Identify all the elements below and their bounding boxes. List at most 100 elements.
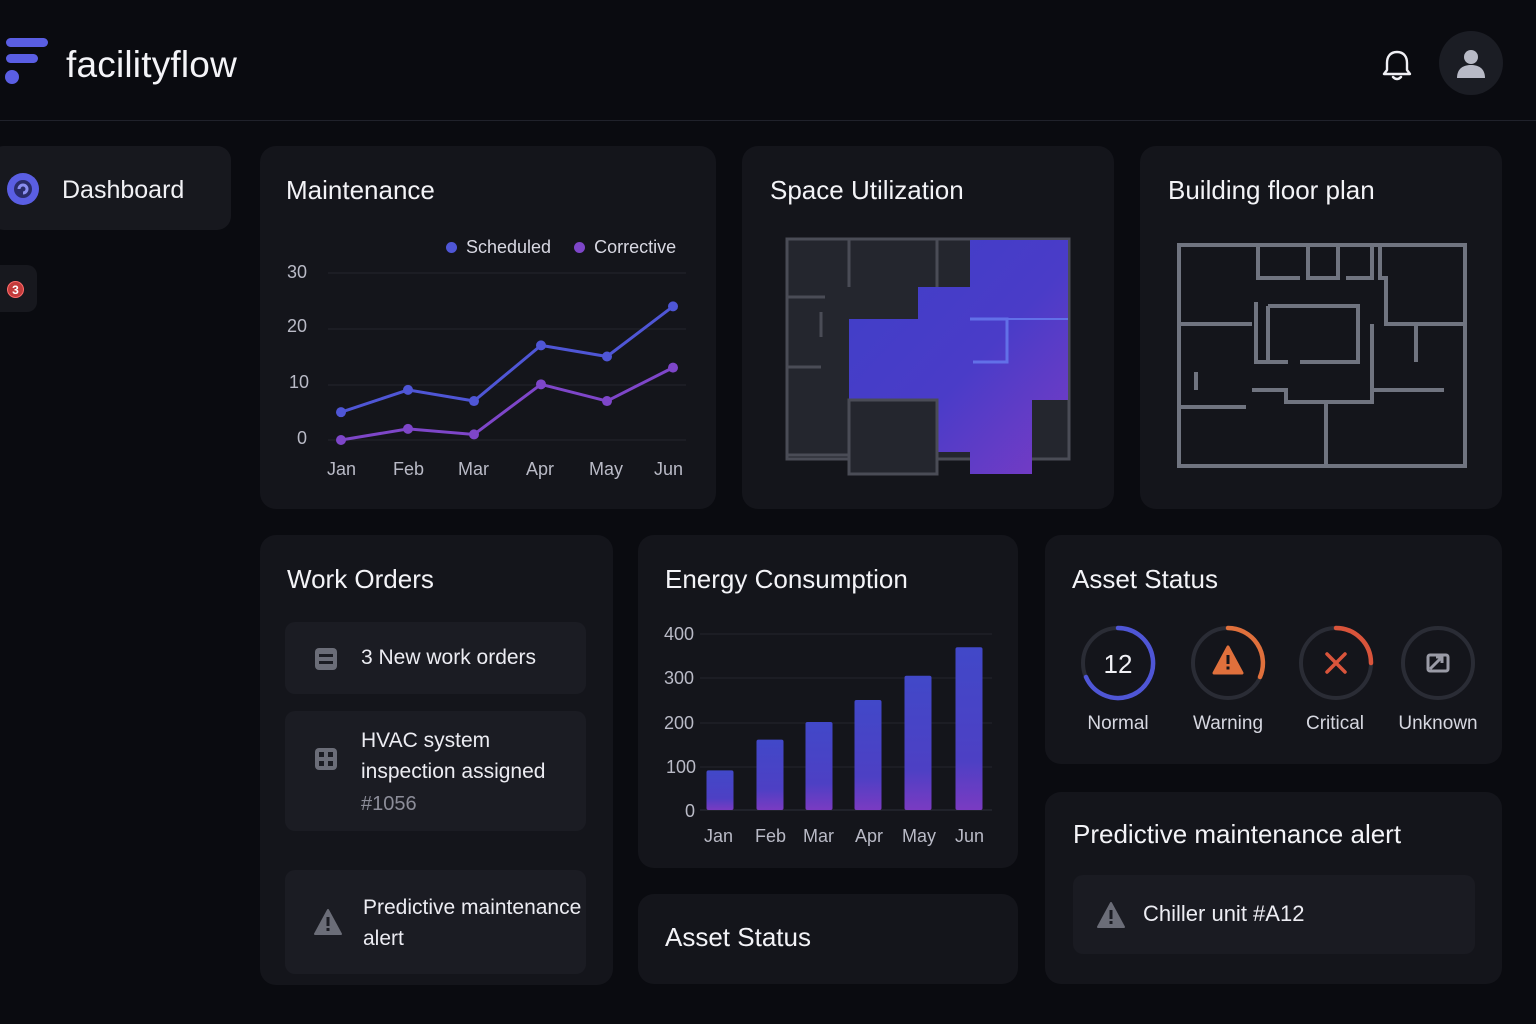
y-tick: 30 (287, 262, 308, 282)
x-tick: Apr (526, 459, 555, 479)
series-line-corrective (340, 366, 674, 442)
sidebar-item-dashboard[interactable]: Dashboard (0, 146, 231, 230)
work-order-text-line1: Predictive maintenance (363, 896, 582, 919)
notification-bell-icon[interactable] (1380, 47, 1414, 83)
warning-icon (1097, 902, 1125, 928)
floor-plan-drawing[interactable] (1176, 242, 1470, 470)
asset-status-secondary-title: Asset Status (665, 922, 811, 952)
legend-dot-corrective (574, 242, 586, 253)
legend-dot-scheduled (446, 242, 457, 253)
x-tick: May (589, 459, 624, 479)
asset-status-title: Asset Status (1072, 564, 1218, 594)
legend-corrective: Corrective (594, 237, 677, 257)
work-orders-title: Work Orders (287, 564, 434, 594)
energy-bar-jun[interactable] (955, 647, 983, 810)
x-tick: Jan (327, 459, 357, 479)
work-order-text-line1: HVAC system (361, 729, 491, 752)
energy-bar-jan[interactable] (706, 770, 734, 810)
work-order-text-line2: alert (363, 927, 404, 950)
logo-icon (5, 38, 48, 84)
user-icon (1457, 50, 1485, 78)
maintenance-title: Maintenance (286, 175, 435, 205)
x-tick: Feb (755, 826, 787, 846)
x-tick: Feb (393, 459, 425, 479)
energy-bar-may[interactable] (904, 675, 932, 810)
warning-status-ring[interactable] (1190, 625, 1266, 701)
data-point-corrective[interactable] (469, 429, 479, 440)
x-tick: May (902, 826, 937, 846)
energy-bar-feb[interactable] (756, 739, 784, 810)
asset-label-normal: Normal (1087, 713, 1149, 734)
work-order-text-line2: inspection assigned (361, 760, 546, 783)
work-order-text: 3 New work orders (361, 646, 537, 669)
y-tick: 0 (685, 801, 696, 821)
maintenance-card (260, 146, 716, 509)
work-order-id: #1056 (361, 793, 417, 815)
x-tick: Jan (704, 826, 734, 846)
y-tick: 0 (297, 428, 308, 448)
y-tick: 200 (664, 713, 695, 733)
work-order-item-hvac[interactable]: HVAC system inspection assigned #1056 (285, 711, 586, 831)
y-tick: 20 (287, 316, 308, 336)
space-utilization-heatmap (785, 237, 1071, 476)
energy-bar-mar[interactable] (805, 722, 833, 810)
asset-status-card (1045, 535, 1502, 764)
energy-title: Energy Consumption (665, 564, 908, 594)
y-tick: 300 (664, 668, 695, 688)
y-tick: 100 (666, 757, 697, 777)
top-bar: facilityflow (0, 0, 1536, 121)
x-tick: Mar (458, 459, 489, 479)
unknown-device-icon (1426, 653, 1450, 673)
user-avatar[interactable] (1439, 31, 1503, 95)
asset-label-warning: Warning (1192, 713, 1264, 734)
notification-count-badge: 3 (7, 281, 24, 298)
list-icon (315, 648, 337, 670)
energy-bar-chart (700, 633, 992, 811)
energy-bar-apr[interactable] (854, 700, 882, 810)
data-point-scheduled[interactable] (602, 351, 612, 362)
asset-label-critical: Critical (1305, 713, 1365, 734)
legend-scheduled: Scheduled (466, 237, 552, 257)
normal-count: 12 (1104, 649, 1133, 679)
space-utilization-title: Space Utilization (770, 175, 964, 205)
data-point-scheduled[interactable] (336, 407, 346, 418)
predictive-alert-item[interactable]: Chiller unit #A12 (1073, 875, 1475, 954)
data-point-corrective[interactable] (403, 423, 413, 434)
asset-label-unknown: Unknown (1398, 713, 1478, 734)
sidebar-item-label: Dashboard (62, 176, 185, 204)
y-tick: 400 (664, 624, 695, 644)
series-line-scheduled (340, 305, 674, 414)
data-point-corrective[interactable] (336, 435, 346, 445)
x-tick: Jun (654, 459, 684, 479)
grid-icon (315, 748, 337, 770)
data-point-corrective[interactable] (536, 379, 546, 390)
energy-card (638, 535, 1018, 868)
sidebar-item-notifications[interactable]: 3 (0, 265, 37, 312)
data-point-scheduled[interactable] (668, 301, 678, 312)
app-title: facilityflow (66, 44, 237, 85)
maintenance-line-chart (328, 272, 686, 445)
x-tick: Apr (855, 826, 884, 846)
data-point-corrective[interactable] (602, 396, 612, 407)
predictive-alert-text: Chiller unit #A12 (1143, 901, 1305, 926)
x-tick: Jun (955, 826, 985, 846)
data-point-scheduled[interactable] (469, 396, 479, 407)
dashboard-icon (7, 173, 39, 205)
data-point-scheduled[interactable] (403, 384, 413, 395)
data-point-corrective[interactable] (668, 362, 678, 373)
unknown-status-ring[interactable] (1400, 625, 1476, 701)
work-order-item-new[interactable]: 3 New work orders (285, 622, 586, 694)
maintenance-legend: Scheduled Corrective (446, 237, 676, 258)
critical-status-ring[interactable] (1298, 625, 1374, 701)
warning-icon (314, 909, 342, 935)
asset-status-secondary-card (638, 894, 1018, 984)
data-point-scheduled[interactable] (536, 340, 546, 351)
floor-plan-card (1140, 146, 1502, 509)
x-tick: Mar (803, 826, 834, 846)
predictive-alert-title: Predictive maintenance alert (1073, 819, 1402, 849)
floor-plan-title: Building floor plan (1168, 175, 1375, 205)
close-icon (1325, 652, 1347, 674)
normal-status-ring[interactable]: 12 (1080, 625, 1156, 701)
y-tick: 10 (289, 372, 310, 392)
work-order-item-predictive[interactable]: Predictive maintenance alert (285, 870, 586, 974)
